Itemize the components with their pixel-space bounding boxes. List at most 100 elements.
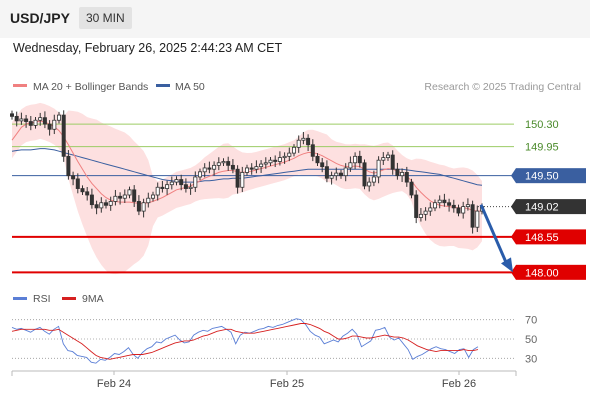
candle bbox=[141, 198, 146, 218]
candle bbox=[183, 178, 188, 193]
timeframe-badge[interactable]: 30 MIN bbox=[79, 7, 132, 29]
candle-body bbox=[99, 202, 104, 209]
candle bbox=[75, 173, 80, 194]
rsi-tick-label-2: 30 bbox=[525, 353, 537, 365]
candle-body bbox=[85, 191, 90, 196]
candle bbox=[470, 200, 475, 234]
candle-body bbox=[212, 164, 217, 170]
candle bbox=[244, 164, 249, 176]
candle bbox=[169, 176, 174, 190]
x-tick-label-1: Feb 25 bbox=[270, 378, 304, 390]
candle-body bbox=[320, 162, 325, 168]
candle-body bbox=[24, 118, 29, 122]
candle bbox=[226, 156, 231, 171]
candle-body bbox=[461, 206, 466, 214]
candle bbox=[38, 112, 43, 126]
candle-body bbox=[150, 194, 155, 199]
candle bbox=[353, 152, 358, 170]
candle-body bbox=[188, 186, 193, 189]
candle-body bbox=[451, 204, 456, 209]
candle-body bbox=[432, 202, 437, 209]
candle bbox=[42, 111, 47, 129]
candle-body bbox=[19, 118, 24, 122]
candle-body bbox=[118, 195, 123, 199]
candle bbox=[348, 156, 353, 172]
candle bbox=[122, 189, 127, 203]
candle bbox=[376, 156, 381, 184]
candle bbox=[395, 162, 400, 180]
candle-body bbox=[423, 210, 428, 215]
candle-body bbox=[348, 162, 353, 169]
candle-body bbox=[390, 154, 395, 170]
candle bbox=[71, 171, 76, 186]
candle-body bbox=[244, 167, 249, 173]
candle bbox=[447, 198, 452, 212]
rsi-tick-label-0: 70 bbox=[525, 315, 537, 327]
candle bbox=[188, 183, 193, 195]
candle bbox=[371, 170, 376, 187]
candle-body bbox=[179, 179, 184, 186]
candle bbox=[465, 198, 470, 211]
ma20-legend-label: MA 20 + Bollinger Bands bbox=[33, 81, 148, 93]
candle bbox=[338, 169, 343, 179]
credit-text: Research © 2025 Trading Central bbox=[424, 81, 581, 93]
header-bar: USD/JPY 30 MIN bbox=[0, 0, 590, 38]
rsi-line bbox=[11, 318, 479, 364]
candle bbox=[310, 139, 315, 162]
candle-body bbox=[381, 157, 386, 161]
candle bbox=[428, 202, 433, 216]
candle-body bbox=[385, 154, 390, 159]
rsi-ma-legend-swatch bbox=[62, 297, 76, 300]
rsi-ma-line bbox=[11, 323, 479, 360]
candle-body bbox=[183, 184, 188, 189]
level-tag-2 bbox=[516, 168, 586, 184]
candle-body bbox=[353, 155, 358, 164]
candle-body bbox=[28, 121, 33, 126]
candle bbox=[99, 197, 104, 213]
candle bbox=[268, 156, 273, 166]
candle-body bbox=[329, 175, 334, 179]
candle-body bbox=[310, 144, 315, 157]
level-tag-pointer-5 bbox=[511, 264, 516, 280]
candle-body bbox=[324, 166, 329, 179]
candle bbox=[263, 157, 268, 169]
candle-body bbox=[343, 167, 348, 177]
candle-body bbox=[33, 119, 38, 126]
candle bbox=[19, 112, 24, 125]
candle-body bbox=[42, 117, 47, 125]
candle bbox=[362, 159, 367, 190]
candle bbox=[221, 158, 226, 166]
candle bbox=[85, 187, 90, 201]
candle-body bbox=[136, 201, 141, 212]
candle bbox=[193, 171, 198, 193]
candle-body bbox=[221, 161, 226, 164]
candle-body bbox=[418, 213, 423, 218]
candle bbox=[33, 117, 38, 129]
candle-body bbox=[268, 159, 273, 164]
candle bbox=[282, 152, 287, 164]
candle-body bbox=[404, 172, 409, 183]
candle-body bbox=[127, 189, 132, 196]
candle-body bbox=[414, 194, 419, 218]
rsi-plot: 70 50 30 bbox=[11, 315, 537, 365]
candle bbox=[291, 144, 296, 157]
candle bbox=[57, 111, 62, 124]
candle-body bbox=[66, 155, 71, 177]
candle-body bbox=[240, 172, 245, 188]
candle-body bbox=[291, 146, 296, 154]
candle-body bbox=[71, 175, 76, 180]
candle bbox=[404, 166, 409, 187]
candle-body bbox=[259, 163, 264, 168]
candle-body bbox=[296, 139, 301, 148]
candle bbox=[254, 160, 259, 174]
candle bbox=[207, 161, 212, 174]
candle-body bbox=[38, 117, 43, 121]
candle bbox=[357, 150, 362, 168]
ma20-legend-swatch bbox=[13, 84, 27, 87]
candle-body bbox=[447, 202, 452, 206]
candle bbox=[400, 168, 405, 182]
candle-body bbox=[207, 167, 212, 170]
rsi-ma-legend-label: 9MA bbox=[82, 293, 104, 305]
candle-body bbox=[273, 159, 278, 162]
level-tag-5 bbox=[516, 264, 586, 280]
